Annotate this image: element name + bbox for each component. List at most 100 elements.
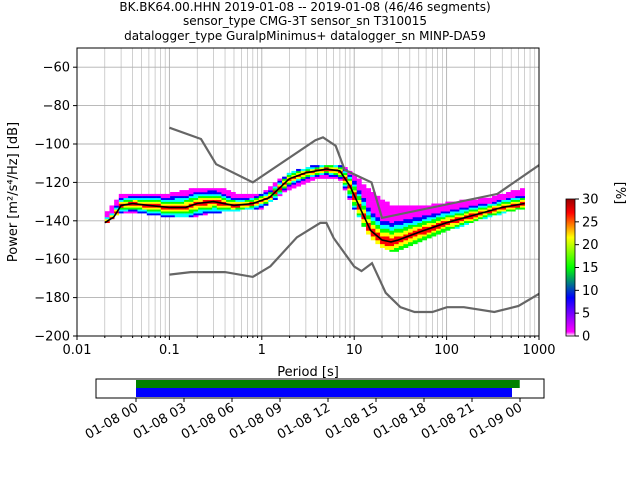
heatmap-cell <box>151 203 157 206</box>
heatmap-cell <box>352 176 358 179</box>
heatmap-cell <box>118 197 124 200</box>
heatmap-cell <box>333 172 339 176</box>
heatmap-cell <box>277 180 283 183</box>
heatmap-cell <box>459 201 465 204</box>
heatmap-cell <box>394 209 400 212</box>
heatmap-cell <box>142 199 148 202</box>
heatmap-cell <box>496 201 502 204</box>
figure-subtitle-sensor: sensor_type CMG-3T sensor_sn T310015 <box>182 14 428 28</box>
heatmap-cell <box>370 228 376 231</box>
heatmap-cell <box>202 197 208 200</box>
heatmap-cell <box>361 205 367 208</box>
heatmap-cell <box>515 199 521 202</box>
heatmap-cell <box>151 207 157 210</box>
heatmap-cell <box>310 174 316 177</box>
heatmap-cell <box>156 207 162 210</box>
heatmap-cell <box>240 205 246 208</box>
heatmap-cell <box>296 168 302 172</box>
heatmap-cell <box>394 226 400 229</box>
heatmap-cell <box>212 199 218 202</box>
heatmap-cell <box>445 213 451 216</box>
heatmap-cell <box>468 213 474 216</box>
heatmap-cell <box>389 228 395 231</box>
heatmap-cell <box>487 215 493 218</box>
heatmap-cell <box>282 180 288 183</box>
heatmap-cell <box>380 230 386 233</box>
heatmap-cell <box>515 201 521 204</box>
heatmap-cell <box>118 195 124 199</box>
heatmap-cell <box>417 224 423 227</box>
nhnm-line <box>169 126 539 220</box>
heatmap-cell <box>300 178 306 181</box>
heatmap-cell <box>426 213 432 216</box>
heatmap-cell <box>361 195 367 199</box>
heatmap-cell <box>207 193 213 197</box>
heatmap-cell <box>202 190 208 193</box>
heatmap-cell <box>188 211 194 214</box>
heatmap-cell <box>366 209 372 212</box>
heatmap-cell <box>436 220 442 224</box>
heatmap-cell <box>118 211 124 214</box>
heatmap-cell <box>207 192 213 195</box>
heatmap-cell <box>366 201 372 204</box>
heatmap-cell <box>188 199 194 202</box>
heatmap-cell <box>128 201 134 204</box>
heatmap-cell <box>174 213 180 216</box>
heatmap-cell <box>226 197 232 200</box>
heatmap-cell <box>361 209 367 212</box>
colorbar-tick-label: 5 <box>582 307 590 322</box>
heatmap-cell <box>207 195 213 199</box>
heatmap-cell <box>174 215 180 218</box>
heatmap-cell <box>146 203 152 206</box>
heatmap-cell <box>151 211 157 214</box>
heatmap-cell <box>412 241 418 245</box>
heatmap-cell <box>132 211 138 214</box>
heatmap-cell <box>422 220 428 224</box>
heatmap-cell <box>375 215 381 218</box>
heatmap-cell <box>422 215 428 218</box>
availability-bar-psd <box>136 388 512 397</box>
heatmap-cell <box>268 190 274 193</box>
heatmap-cell <box>440 215 446 218</box>
heatmap-cell <box>193 195 199 199</box>
heatmap-cell <box>254 197 260 200</box>
heatmap-cell <box>109 205 115 208</box>
heatmap-cell <box>515 193 521 197</box>
heatmap-cell <box>352 201 358 204</box>
heatmap-cell <box>478 211 483 214</box>
heatmap-cell <box>408 222 414 225</box>
heatmap-cell <box>305 180 311 183</box>
heatmap-cell <box>380 224 386 227</box>
heatmap-cell <box>384 245 390 248</box>
heatmap-cell <box>356 182 362 185</box>
heatmap-cell <box>408 240 414 243</box>
heatmap-cell <box>408 209 414 212</box>
heatmap-cell <box>165 209 171 212</box>
heatmap-cell <box>398 224 404 227</box>
heatmap-cell <box>184 209 190 212</box>
heatmap-cell <box>160 213 166 216</box>
heatmap-cell <box>342 186 348 189</box>
heatmap-cell <box>352 199 358 202</box>
heatmap-cell <box>137 205 143 208</box>
heatmap-cell <box>370 218 376 222</box>
heatmap-cell <box>188 201 194 204</box>
heatmap-cell <box>240 207 246 210</box>
heatmap-cell <box>165 207 171 210</box>
heatmap-cell <box>445 226 451 229</box>
heatmap-cell <box>146 207 152 210</box>
heatmap-cell <box>370 192 376 195</box>
heatmap-cell <box>137 209 143 212</box>
heatmap-cell <box>408 230 414 233</box>
heatmap-cell <box>137 211 143 214</box>
heatmap-cell <box>510 207 516 210</box>
y-tick-label: −140 <box>34 214 70 229</box>
heatmap-cell <box>324 172 330 176</box>
heatmap-cell <box>436 211 442 214</box>
heatmap-cell <box>403 232 409 235</box>
heatmap-cell <box>412 238 418 241</box>
heatmap-cell <box>342 182 348 185</box>
heatmap-cell <box>216 209 222 212</box>
heatmap-cell <box>468 207 474 210</box>
heatmap-cell <box>403 226 409 229</box>
